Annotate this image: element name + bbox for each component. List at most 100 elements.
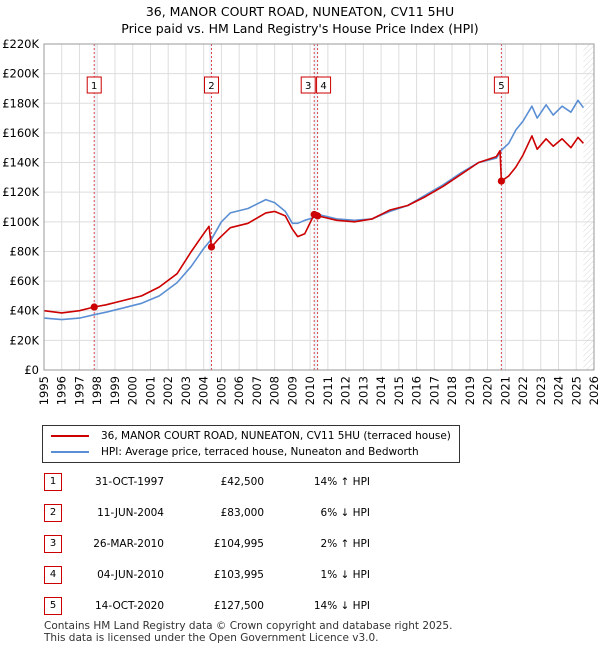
sale-number-badge: 5: [44, 597, 62, 615]
x-tick-label: 2000: [126, 376, 140, 405]
table-row: 2 11-JUN-2004 £83,000 6% ↓ HPI: [44, 503, 564, 523]
sale-point: [313, 212, 322, 220]
sale-date: 11-JUN-2004: [97, 507, 164, 519]
x-tick-label: 1997: [72, 376, 86, 405]
legend-label-price: 36, MANOR COURT ROAD, NUNEATON, CV11 5HU…: [101, 430, 451, 442]
y-tick-label: £100K: [2, 215, 39, 229]
sale-marker-label: 3: [305, 81, 311, 92]
table-row: 3 26-MAR-2010 £104,995 2% ↑ HPI: [44, 534, 564, 554]
sale-marker-box: [300, 76, 316, 94]
x-tick-label: 2020: [481, 376, 495, 405]
table-row: 4 04-JUN-2010 £103,995 1% ↓ HPI: [44, 565, 564, 585]
x-tick-label: 2004: [197, 376, 211, 405]
y-tick-label: £40K: [10, 304, 40, 318]
y-tick-label: £200K: [2, 67, 39, 81]
sale-marker-box: [493, 76, 509, 94]
y-tick-label: £160K: [2, 126, 39, 140]
x-tick-label: 2021: [498, 376, 512, 405]
sale-marker-label: 4: [320, 81, 326, 92]
x-tick-label: 2011: [321, 376, 335, 405]
sale-point: [90, 303, 98, 311]
x-tick-label: 2019: [463, 376, 477, 405]
x-tick-label: 2002: [161, 376, 175, 405]
sale-marker-label: 1: [91, 81, 97, 92]
plot-frame: [43, 43, 595, 371]
footer-copyright: Contains HM Land Registry data © Crown c…: [44, 620, 453, 632]
sale-price: £127,500: [213, 600, 264, 612]
sale-number-badge: 2: [44, 504, 62, 522]
sale-marker-box: [86, 76, 102, 94]
forecast-hatch: [583, 44, 594, 370]
x-tick-label: 2015: [392, 376, 406, 405]
y-tick-label: £120K: [2, 185, 39, 199]
x-tick-label: 2022: [516, 376, 530, 405]
y-tick-label: £20K: [10, 333, 40, 347]
sale-hpi-diff: 6% ↓ HPI: [320, 507, 370, 519]
sale-point: [497, 177, 505, 185]
footer-note: Contains HM Land Registry data © Crown c…: [44, 620, 452, 644]
sale-band: [314, 44, 318, 370]
y-tick-label: £60K: [10, 274, 40, 288]
sale-marker-box: [316, 76, 332, 94]
footer-licence: This data is licensed under the Open Gov…: [44, 632, 379, 644]
sale-price: £103,995: [213, 569, 264, 581]
x-tick-label: 2010: [303, 376, 317, 405]
legend-label-hpi: HPI: Average price, terraced house, Nune…: [101, 446, 419, 458]
sale-hpi-diff: 2% ↑ HPI: [320, 538, 370, 550]
x-tick-label: 1998: [90, 376, 104, 405]
sale-date: 31-OCT-1997: [95, 476, 164, 488]
legend-item-hpi: HPI: Average price, terraced house, Nune…: [51, 444, 419, 460]
sale-band: [209, 44, 212, 370]
y-tick-label: £0: [24, 363, 39, 377]
sale-band: [94, 44, 97, 370]
table-row: 5 14-OCT-2020 £127,500 14% ↓ HPI: [44, 596, 564, 616]
sale-price: £104,995: [213, 538, 264, 550]
x-tick-label: 2005: [214, 376, 228, 405]
sale-price: £83,000: [220, 507, 264, 519]
x-tick-label: 2024: [552, 376, 566, 405]
x-tick-label: 2025: [569, 376, 583, 405]
sale-hpi-diff: 1% ↓ HPI: [320, 569, 370, 581]
sale-marker-label: 5: [498, 81, 504, 92]
y-tick-label: £180K: [2, 96, 39, 110]
sale-price: £42,500: [220, 476, 264, 488]
sale-number-badge: 3: [44, 535, 62, 553]
sale-date: 26-MAR-2010: [93, 538, 164, 550]
sale-point: [207, 243, 216, 251]
x-tick-label: 2026: [587, 376, 600, 405]
x-tick-label: 1996: [55, 376, 69, 405]
legend-item-price: 36, MANOR COURT ROAD, NUNEATON, CV11 5HU…: [51, 428, 451, 444]
y-tick-label: £220K: [2, 37, 39, 51]
x-tick-label: 1999: [108, 376, 122, 405]
x-tick-label: 2006: [232, 376, 246, 405]
sale-number-badge: 4: [44, 566, 62, 584]
sale-marker-box: [203, 76, 219, 94]
chart-title: 36, MANOR COURT ROAD, NUNEATON, CV11 5HU: [145, 4, 455, 19]
chart-subtitle: Price paid vs. HM Land Registry's House …: [121, 21, 479, 36]
x-tick-label: 2001: [143, 376, 157, 405]
price-chart: £0 £20K £40K £60K £80K £100K £120K £140K £160K £1…: [2, 37, 600, 405]
x-tick-label: 2003: [179, 376, 193, 405]
sale-date: 14-OCT-2020: [95, 600, 164, 612]
sale-hpi-diff: 14% ↓ HPI: [313, 600, 370, 612]
x-tick-label: 2007: [250, 376, 264, 405]
x-tick-label: 2018: [445, 376, 459, 405]
chart-legend: 36, MANOR COURT ROAD, NUNEATON, CV11 5HU…: [42, 425, 460, 463]
sale-marker-label: 2: [208, 81, 214, 92]
legend-swatch-hpi: [51, 451, 89, 453]
x-tick-label: 2016: [410, 376, 424, 405]
sale-hpi-diff: 14% ↑ HPI: [313, 476, 370, 488]
y-tick-label: £140K: [2, 156, 39, 170]
x-tick-label: 2012: [339, 376, 353, 405]
x-tick-label: 1995: [37, 376, 51, 405]
legend-swatch-price: [51, 435, 89, 437]
sale-number-badge: 1: [44, 473, 62, 491]
sale-date: 04-JUN-2010: [97, 569, 164, 581]
x-tick-label: 2014: [374, 376, 388, 405]
y-tick-label: £80K: [10, 244, 40, 258]
x-tick-label: 2013: [356, 376, 370, 405]
x-tick-label: 2023: [534, 376, 548, 405]
x-tick-label: 2008: [268, 376, 282, 405]
x-tick-label: 2017: [427, 376, 441, 405]
table-row: 1 31-OCT-1997 £42,500 14% ↑ HPI: [44, 472, 564, 492]
